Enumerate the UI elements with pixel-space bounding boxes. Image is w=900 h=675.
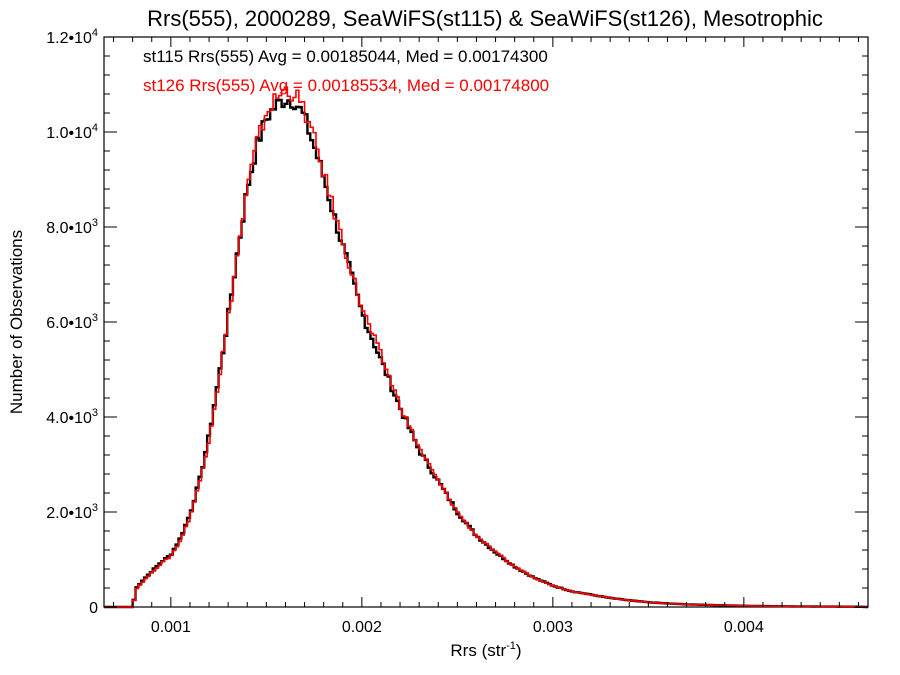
series-st115-histogram	[104, 98, 868, 609]
y-tick-label: 1.0•104	[46, 122, 98, 142]
y-tick-label: 2.0•103	[46, 502, 98, 522]
chart-title: Rrs(555), 2000289, SeaWiFS(st115) & SeaW…	[147, 6, 823, 31]
y-axis-label: Number of Observations	[7, 230, 26, 414]
y-tick-label: 6.0•103	[46, 312, 98, 332]
y-tick-label: 0	[89, 600, 98, 617]
x-tick-label: 0.001	[151, 619, 191, 636]
plot-frame	[103, 36, 869, 608]
ticks-layer: 0.001 0.002 0.003 0.004 0 2.0•103 4.0•103 6.0•1…	[46, 27, 868, 636]
series-layer	[104, 86, 868, 609]
y-tick-label: 4.0•103	[46, 407, 98, 427]
st115-stats-annotation: st115 Rrs(555) Avg = 0.00185044, Med = 0…	[143, 47, 548, 66]
x-axis-label: Rrs (str-1)	[450, 640, 521, 660]
x-tick-label: 0.002	[342, 619, 382, 636]
x-tick-label: 0.004	[724, 619, 764, 636]
y-tick-label: 1.2•104	[46, 27, 98, 47]
x-tick-label: 0.003	[533, 619, 573, 636]
st126-stats-annotation: st126 Rrs(555) Avg = 0.00185534, Med = 0…	[143, 76, 549, 95]
series-st126-histogram	[104, 86, 868, 608]
y-tick-label: 8.0•103	[46, 217, 98, 237]
